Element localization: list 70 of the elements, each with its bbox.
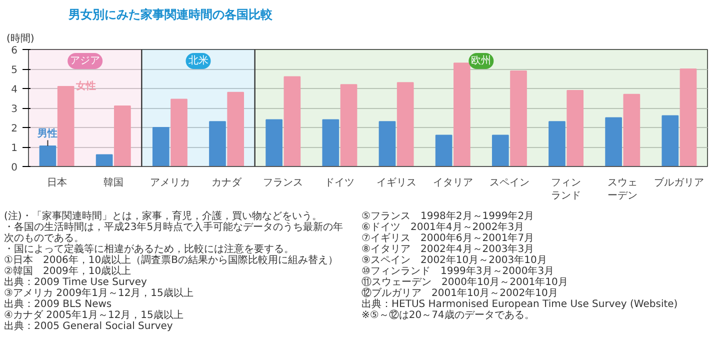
bar <box>566 90 584 166</box>
series-label: 男性 <box>36 128 58 140</box>
band-label: 北米 <box>188 54 208 66</box>
bar <box>623 94 640 166</box>
y-axis-title: (時間) <box>6 32 34 44</box>
x-tick-label: ブルガリア <box>654 176 704 188</box>
band-label: アジア <box>70 56 100 66</box>
text: ⑫ブルガリア 2001年10月～2002年10月 <box>362 288 559 299</box>
x-tick-label: スペイン <box>489 178 530 188</box>
bar <box>396 82 414 166</box>
text: ⑤フランス 1998年2月～1999年2月 <box>362 211 536 222</box>
x-tick-label: フィンランド <box>551 178 582 202</box>
bar <box>340 84 358 166</box>
source-note: 出典：2005 General Social Survey <box>4 321 174 332</box>
bar <box>454 62 470 166</box>
bar <box>57 86 74 166</box>
bar <box>209 121 226 166</box>
bar <box>548 121 566 166</box>
x-tick-label: 韓国 <box>103 176 124 188</box>
bar <box>435 134 452 166</box>
y-tick-label: 1 <box>11 143 18 154</box>
bar <box>170 98 188 166</box>
x-tick-label: イギリス <box>376 176 416 188</box>
y-tick-label: 5 <box>11 65 18 76</box>
y-tick-label: 3 <box>11 104 18 115</box>
bar <box>114 106 131 166</box>
series-label: 女性 <box>75 80 96 92</box>
x-tick-label: 日本 <box>46 176 67 188</box>
text: (注)・「家事関連時間」とは，家事，育児，介護，買い物などをいう。 <box>4 211 322 222</box>
bar <box>152 127 170 166</box>
source-note: 出典：HETUS Harmonised European Time Use Survey (Website) <box>362 299 679 310</box>
y-tick-label: 2 <box>11 124 18 134</box>
bar <box>284 76 301 166</box>
x-tick-label: スウェーデン <box>608 178 638 202</box>
bar <box>96 154 113 166</box>
x-tick-label: イタリア <box>432 178 473 188</box>
x-tick-label: ドイツ <box>324 178 355 188</box>
chart-title: 男女別にみた家事関連時間の各国比較 <box>68 8 274 22</box>
bar <box>39 146 56 166</box>
text: ※⑤～⑫は20～74歳のデータである。 <box>362 310 536 321</box>
bar <box>266 119 282 166</box>
text: ③アメリカ 2009年1月～12月，15歳以上 <box>4 288 194 299</box>
band-label: 欧州 <box>471 54 492 66</box>
y-tick-label: 4 <box>11 84 18 96</box>
bar <box>322 119 340 166</box>
text: ・各国の生活時間は，平成23年5月時点で入手可能なデータのうち最新の年次のものである。 <box>4 222 344 244</box>
text: ⑦イギリス 2000年6月～2001年7月 <box>362 233 536 244</box>
bar <box>510 70 527 166</box>
bar <box>227 92 244 166</box>
bar <box>378 121 396 166</box>
text: ⑧イタリア 2002年4月～2003年3月 <box>362 244 536 255</box>
text: ⑩フィンランド 1999年3月～2000年3月 <box>362 266 556 277</box>
source-note: 出典：2009 BLS News <box>4 299 113 310</box>
text: ④カナダ 2005年1月～12月，15歳以上 <box>4 310 184 321</box>
text: ⑥ドイツ 2001年4月～2002年3月 <box>362 222 526 233</box>
text: ⑨スペイン 2002年10月～2003年10月 <box>362 255 548 266</box>
x-tick-label: カナダ <box>212 176 243 188</box>
text: ②韓国 2009年，10歳以上 <box>4 266 132 277</box>
source-note: 出典：2009 Time Use Survey <box>4 277 148 288</box>
y-tick-label: 6 <box>11 46 18 56</box>
bar <box>680 68 697 166</box>
x-tick-label: アメリカ <box>150 178 190 188</box>
text: ⑪スウェーデン 2000年10月～2001年10月 <box>362 277 569 288</box>
bar <box>492 134 509 166</box>
text: ①日本 2006年，10歳以上（調査票Bの結果から国際比較用に組み替え） <box>4 255 339 266</box>
bar <box>662 115 679 166</box>
y-tick-label: 0 <box>11 162 18 174</box>
text: ・国によって定義等に相違があるため，比較には注意を要する。 <box>4 244 295 255</box>
bar <box>605 117 622 166</box>
x-tick-label: フランス <box>263 178 304 188</box>
